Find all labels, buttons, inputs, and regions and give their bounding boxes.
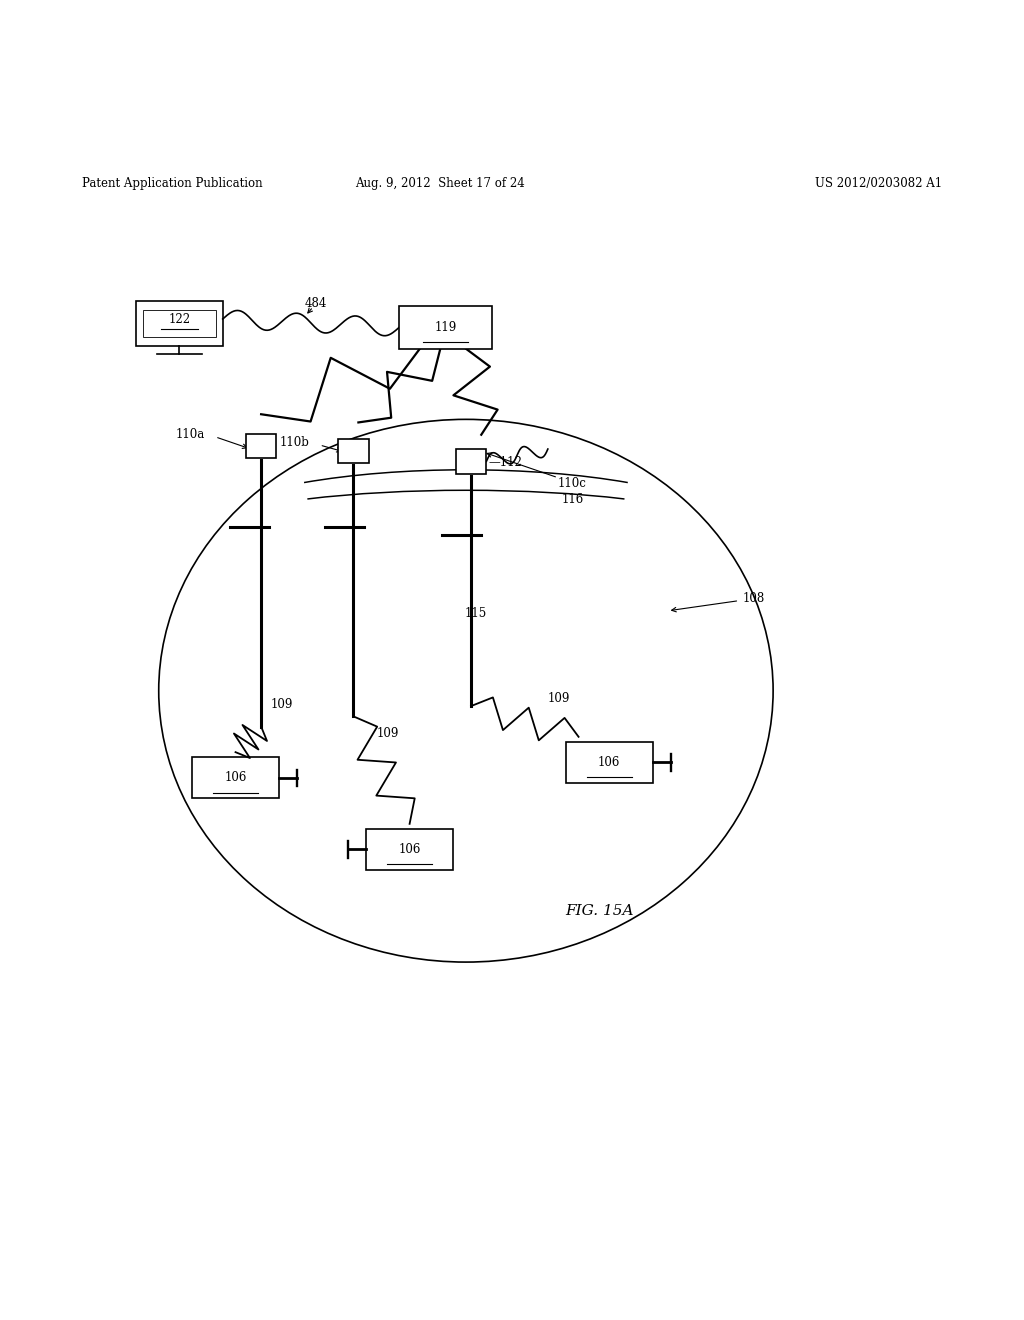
Text: 106: 106 — [224, 771, 247, 784]
Bar — [367, 829, 454, 870]
Bar — [399, 306, 492, 348]
Text: 484: 484 — [304, 297, 327, 310]
Text: 109: 109 — [548, 693, 570, 705]
Bar — [193, 758, 279, 799]
Text: 108: 108 — [742, 593, 765, 605]
Bar — [338, 438, 369, 463]
Text: 106: 106 — [398, 843, 421, 855]
Text: 119: 119 — [434, 321, 457, 334]
Text: 115: 115 — [465, 607, 487, 620]
Text: —112: —112 — [488, 455, 522, 469]
Text: 122: 122 — [168, 313, 190, 326]
Text: 106: 106 — [598, 756, 621, 768]
Text: Aug. 9, 2012  Sheet 17 of 24: Aug. 9, 2012 Sheet 17 of 24 — [355, 177, 525, 190]
Bar — [456, 449, 486, 474]
Bar — [565, 742, 653, 783]
Bar — [246, 434, 276, 458]
Bar — [142, 310, 215, 338]
Text: Patent Application Publication: Patent Application Publication — [82, 177, 262, 190]
Text: 116: 116 — [561, 492, 584, 506]
Bar — [135, 301, 222, 346]
Text: US 2012/0203082 A1: US 2012/0203082 A1 — [815, 177, 942, 190]
Text: FIG. 15A: FIG. 15A — [565, 904, 633, 917]
Text: 110c: 110c — [558, 478, 587, 490]
Text: 110a: 110a — [175, 428, 205, 441]
Text: 109: 109 — [270, 697, 293, 710]
Text: 110b: 110b — [280, 437, 309, 449]
Text: 109: 109 — [377, 727, 399, 741]
Ellipse shape — [159, 420, 773, 962]
